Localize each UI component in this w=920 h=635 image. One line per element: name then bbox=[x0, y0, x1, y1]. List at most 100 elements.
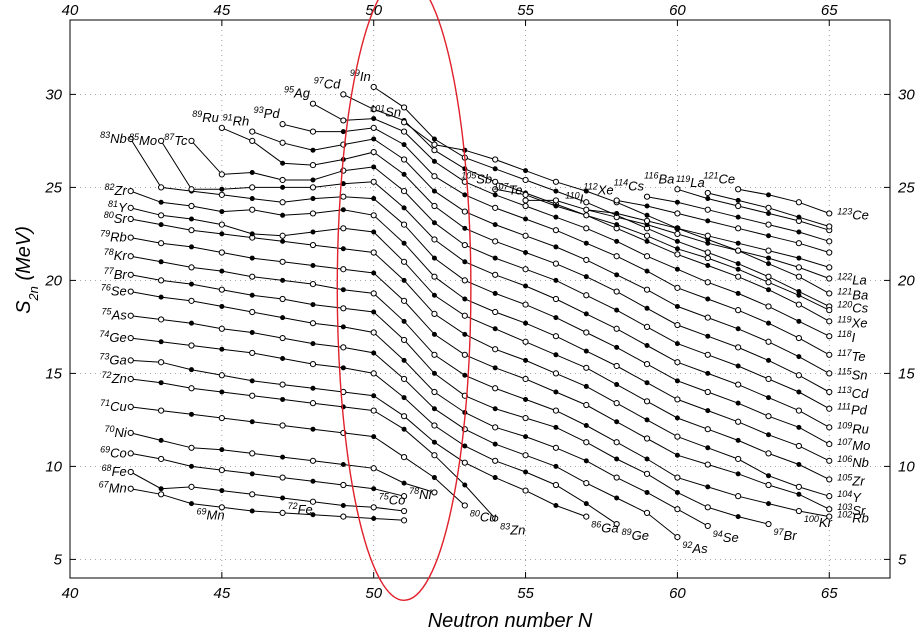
data-point bbox=[340, 129, 346, 135]
data-point bbox=[431, 370, 437, 376]
data-point bbox=[431, 147, 438, 154]
data-point bbox=[158, 184, 165, 191]
isotope-label: 89Ge bbox=[622, 527, 649, 543]
data-point bbox=[158, 222, 164, 228]
data-point bbox=[766, 473, 772, 479]
data-point bbox=[522, 266, 529, 273]
data-point bbox=[127, 215, 134, 223]
isotope-label: 95Ag bbox=[284, 85, 311, 101]
data-point bbox=[249, 170, 255, 176]
data-point bbox=[826, 275, 833, 282]
data-point bbox=[400, 517, 408, 524]
data-point bbox=[705, 333, 711, 339]
data-point bbox=[583, 225, 590, 232]
data-point bbox=[310, 263, 316, 269]
data-point bbox=[127, 288, 134, 295]
isotope-label: 78Ni bbox=[409, 486, 432, 502]
data-point bbox=[614, 344, 620, 350]
data-point bbox=[826, 223, 833, 230]
data-point bbox=[370, 124, 377, 131]
series-line bbox=[130, 218, 830, 497]
data-point bbox=[462, 372, 468, 378]
data-point bbox=[310, 177, 316, 183]
series-line bbox=[130, 406, 466, 506]
data-point bbox=[614, 456, 620, 462]
data-point bbox=[705, 263, 711, 269]
series-line bbox=[130, 359, 587, 518]
data-point bbox=[280, 238, 286, 244]
data-point bbox=[158, 407, 165, 414]
series-line bbox=[191, 140, 830, 410]
data-point bbox=[158, 240, 165, 247]
data-point bbox=[826, 457, 833, 464]
data-point bbox=[340, 287, 346, 293]
data-point bbox=[795, 442, 802, 450]
data-point bbox=[431, 136, 437, 142]
data-point bbox=[249, 255, 255, 261]
data-point bbox=[492, 290, 498, 296]
series-zn bbox=[127, 375, 499, 522]
data-point bbox=[583, 292, 590, 299]
data-point bbox=[614, 238, 620, 244]
data-point bbox=[795, 240, 802, 247]
series-ni bbox=[127, 429, 438, 496]
data-point bbox=[309, 241, 317, 249]
data-point bbox=[583, 256, 590, 264]
data-point bbox=[492, 385, 499, 392]
data-point bbox=[553, 463, 559, 469]
series-rb bbox=[127, 234, 833, 513]
data-point bbox=[371, 270, 377, 276]
data-point bbox=[158, 359, 165, 366]
data-point bbox=[461, 502, 468, 509]
data-point bbox=[796, 214, 802, 220]
data-point bbox=[188, 297, 195, 304]
data-point bbox=[644, 343, 650, 348]
data-point bbox=[492, 238, 499, 245]
data-point bbox=[614, 307, 620, 313]
data-point bbox=[340, 513, 347, 520]
data-point bbox=[400, 413, 408, 420]
data-point bbox=[674, 186, 681, 193]
series-co bbox=[127, 450, 408, 500]
data-point bbox=[158, 199, 164, 205]
data-point bbox=[309, 320, 317, 327]
isotope-label: 78Kr bbox=[104, 247, 128, 263]
data-point bbox=[280, 495, 286, 501]
isotope-label: 104Y bbox=[837, 489, 862, 505]
data-point bbox=[371, 164, 377, 170]
series-zr bbox=[127, 188, 833, 464]
data-point bbox=[705, 296, 711, 302]
data-point bbox=[796, 424, 802, 430]
series-line bbox=[738, 188, 830, 214]
data-point bbox=[158, 455, 165, 463]
isotope-label: 101Sn bbox=[370, 103, 401, 119]
data-point bbox=[188, 385, 195, 392]
data-point bbox=[127, 450, 134, 457]
series-line bbox=[282, 123, 830, 356]
data-point bbox=[401, 240, 407, 246]
isotope-label: 80Sr bbox=[104, 210, 128, 226]
x-tick-label-top: 60 bbox=[669, 2, 686, 19]
data-point bbox=[310, 229, 316, 235]
data-point bbox=[461, 277, 468, 284]
data-point bbox=[552, 178, 560, 185]
data-point bbox=[826, 424, 833, 431]
data-point bbox=[158, 277, 165, 284]
data-point bbox=[249, 292, 255, 298]
isotope-label: 69Co bbox=[100, 444, 127, 460]
isotope-label: 75Co bbox=[379, 492, 406, 508]
data-point bbox=[401, 318, 407, 324]
data-point bbox=[309, 281, 317, 288]
data-point bbox=[370, 370, 377, 377]
data-point bbox=[340, 266, 347, 273]
data-point bbox=[431, 331, 437, 337]
data-point bbox=[704, 522, 711, 530]
data-point bbox=[795, 507, 802, 515]
data-point bbox=[674, 284, 681, 291]
data-point bbox=[188, 137, 195, 144]
data-point bbox=[127, 429, 134, 437]
data-point bbox=[704, 351, 711, 358]
data-point bbox=[735, 273, 742, 280]
data-point bbox=[158, 137, 165, 144]
